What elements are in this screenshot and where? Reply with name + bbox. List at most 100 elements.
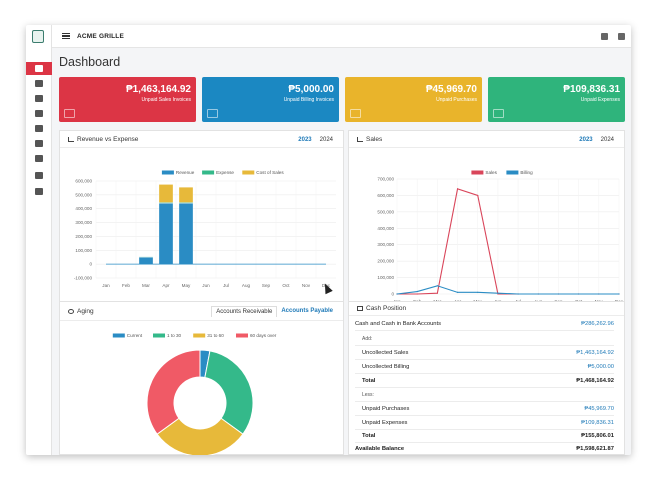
register-icon [64,109,75,118]
x-tick-label: Jan [102,283,110,288]
tab-2024[interactable]: 2024 [319,137,333,143]
summary-cards: ₱1,463,164.92 Unpaid Sales Invoices ₱5,0… [59,77,625,122]
cash-position-panel: Cash Position Cash and Cash in Bank Acco… [348,301,625,455]
panel-title: Cash Position [357,305,406,312]
x-tick-label: Nov [302,283,311,288]
sidebar-item-document[interactable] [26,92,52,105]
legend-label: Expense [216,170,234,175]
cash-row: Unpaid Purchases ₱45,969.70 [355,403,614,416]
tab-2023[interactable]: 2023 [298,137,312,143]
sales-panel: Sales 2023 2024 Sales Billing 700,000 600,0… [348,130,625,313]
panel-header: Aging Accounts Receivable Accounts Payab… [60,302,343,321]
card-label: Unpaid Purchases [436,97,477,103]
cash-row-value[interactable]: ₱109,836.31 [581,420,614,426]
point-sales [477,194,479,197]
x-tick-label: Dec [322,283,331,288]
card-icon [35,125,43,132]
y-tick-label: 100,000 [75,248,92,253]
legend-swatch [471,170,484,175]
legend-swatch [506,170,519,175]
tab-accounts-receivable[interactable]: Accounts Receivable [211,306,278,317]
sidebar-item-cart[interactable] [26,107,52,120]
x-tick-label: Jun [202,283,210,288]
x-tick-label: Apr [162,283,170,288]
cash-row-label: Unpaid Expenses [362,420,408,426]
point-billing [598,293,600,295]
donut-slice-1-to-30 [204,350,254,435]
card-unpaid-sales[interactable]: ₱1,463,164.92 Unpaid Sales Invoices [59,77,196,122]
tab-2024[interactable]: 2024 [600,137,614,143]
panel-title: Aging [68,308,94,315]
x-tick-label: Aug [242,283,251,288]
cash-row-value[interactable]: ₱45,969.70 [584,406,614,412]
point-billing [436,285,438,287]
menu-toggle-icon[interactable] [62,33,70,39]
cash-row-value[interactable]: ₱5,000.00 [587,364,614,370]
bar-cost-of-sales [158,184,174,203]
cash-row: Add: [355,333,614,346]
y-tick-label: 300,000 [377,242,394,247]
y-tick-label: 400,000 [377,226,394,231]
sidebar [26,25,52,455]
y-tick-label: 0 [391,292,394,297]
legend-swatch [112,333,125,338]
sidebar-item-dashboard[interactable] [26,62,52,75]
cash-row-value[interactable]: ₱1,463,164.92 [576,350,614,356]
cash-row-label: Unpaid Purchases [362,406,410,412]
sidebar-item-inbox[interactable] [26,152,52,165]
card-amount: ₱109,836.31 [563,84,620,95]
aging-title: Aging [77,308,94,315]
legend-label: Sales [485,170,497,175]
y-tick-label: 300,000 [75,220,92,225]
card-unpaid-expenses[interactable]: ₱109,836.31 Unpaid Expenses [488,77,625,122]
legend-label: Revenue [176,170,195,175]
app-logo-icon[interactable] [32,30,44,43]
point-sales [436,292,438,294]
x-tick-label: Feb [122,283,130,288]
y-tick-label: -100,000 [74,276,93,281]
cash-row-label: Cash and Cash in Bank Accounts [355,321,442,327]
point-sales [416,293,418,295]
bank-icon [35,172,43,179]
card-label: Unpaid Sales Invoices [141,97,191,103]
cash-row: Unpaid Expenses ₱109,836.31 [355,417,614,430]
tab-2023[interactable]: 2023 [579,137,593,143]
legend-label: Current [127,333,143,338]
card-unpaid-billing[interactable]: ₱5,000.00 Unpaid Billing Invoices [202,77,339,122]
sidebar-item-chart[interactable] [26,185,52,198]
legend-label: Billing [520,170,533,175]
cash-row-value: ₱155,806.01 [581,433,614,439]
sidebar-item-bank[interactable] [26,169,52,182]
top-bar: ACME GRILLE [52,25,631,48]
sales-chart: Sales Billing 700,000 600,000 500,000 400,000… [377,170,623,304]
revenue-expense-panel: Revenue vs Expense 2023 2024 Revenue Expe… [59,130,344,313]
calculator-icon[interactable] [601,33,608,40]
cash-row: Total ₱1,468,164.92 [355,375,614,388]
y-tick-label: 200,000 [75,234,92,239]
y-tick-label: 200,000 [377,259,394,264]
wallet-icon [357,306,363,311]
y-tick-label: 700,000 [377,177,394,182]
building-icon [35,80,43,87]
tab-accounts-payable[interactable]: Accounts Payable [281,308,333,314]
sales-title: Sales [366,136,383,143]
bar-revenue [178,203,194,265]
legend-label: Cost of Sales [256,170,284,175]
legend-label: 60 days over [250,333,277,338]
point-billing [517,293,519,295]
x-tick-label: Mar [142,283,150,288]
sidebar-item-building[interactable] [26,77,52,90]
book-icon [35,140,43,147]
settings-icon[interactable] [618,33,625,40]
y-tick-label: 500,000 [75,192,92,197]
pie-chart-icon [68,309,74,314]
panel-title: Revenue vs Expense [68,136,138,143]
aging-panel: Aging Accounts Receivable Accounts Payab… [59,301,344,455]
cash-row-label: Less: [362,392,374,398]
cash-row-label: Total [362,433,376,439]
cash-row: Uncollected Sales ₱1,463,164.92 [355,347,614,360]
sidebar-item-card[interactable] [26,122,52,135]
cash-row-value[interactable]: ₱286,262.96 [581,321,614,327]
card-unpaid-purchases[interactable]: ₱45,969.70 Unpaid Purchases [345,77,482,122]
sidebar-item-book[interactable] [26,137,52,150]
